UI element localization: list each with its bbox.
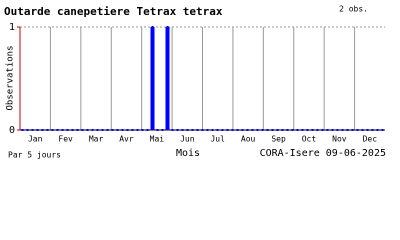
bar-point [291, 129, 294, 131]
bar-point [231, 129, 234, 131]
y-tick-label: 0 [9, 125, 15, 136]
bar-point [216, 129, 219, 131]
x-tick-label: Fev [58, 135, 73, 144]
bar-point [361, 129, 364, 131]
bar-point [316, 129, 319, 131]
bar-point [26, 129, 29, 131]
bar-point [346, 129, 349, 131]
bar-point [111, 129, 114, 131]
chart-title: Outarde canepetiere Tetrax tetrax [4, 5, 223, 18]
bar-point [116, 129, 119, 131]
bar-point [91, 129, 94, 131]
bar-point [276, 129, 279, 131]
bar-point [226, 129, 229, 131]
x-tick-label: Oct [302, 135, 317, 144]
bar [150, 27, 155, 130]
x-tick-label: Jul [210, 135, 225, 144]
bar-point [341, 129, 344, 131]
x-tick-label: Jun [180, 135, 195, 144]
bar-point [141, 129, 144, 131]
bar-point [156, 129, 159, 131]
bar-point [36, 129, 39, 131]
bar-point [221, 129, 224, 131]
bar-point [371, 129, 374, 131]
bar-point [286, 129, 289, 131]
bar-point [71, 129, 74, 131]
bar-point [146, 129, 149, 131]
bar-point [151, 26, 154, 28]
bar-point [266, 129, 269, 131]
bar-point [66, 129, 69, 131]
bar-point [56, 129, 59, 131]
bar-point [251, 129, 254, 131]
bar-point [351, 129, 354, 131]
bar-point [126, 129, 129, 131]
bar-point [186, 129, 189, 131]
bar-point [301, 129, 304, 131]
bar-point [181, 129, 184, 131]
bar-point [31, 129, 34, 131]
source: CORA-Isere 09-06-2025 [260, 148, 386, 159]
bar-point [236, 129, 239, 131]
bar-point [46, 129, 49, 131]
bar-point [271, 129, 274, 131]
bar-point [41, 129, 44, 131]
bar-point [196, 129, 199, 131]
bar-point [356, 129, 359, 131]
x-tick-label: Avr [119, 135, 134, 144]
x-tick-label: Jan [28, 135, 43, 144]
chart: Outarde canepetiere Tetrax tetrax 2 obs.… [4, 4, 386, 160]
bar-point [201, 129, 204, 131]
x-axis-label: Mois [176, 148, 200, 159]
bar-point [21, 129, 24, 131]
bar-point [76, 129, 79, 131]
footnote: Par 5 jours [8, 151, 61, 160]
bar-point [166, 26, 169, 28]
bar-point [81, 129, 84, 131]
bar-point [321, 129, 324, 131]
bar-point [281, 129, 284, 131]
y-axis-label: Observations [6, 45, 16, 110]
bar-point [331, 129, 334, 131]
bar-point [296, 129, 299, 131]
bar-point [86, 129, 89, 131]
bar-point [261, 129, 264, 131]
chart-subtitle: 2 obs. [339, 5, 368, 14]
bar [165, 27, 170, 130]
bar-point [191, 129, 194, 131]
x-tick-label: Sep [271, 135, 286, 144]
bar-point [366, 129, 369, 131]
bar-point [246, 129, 249, 131]
bar-point [381, 129, 384, 131]
bar-point [96, 129, 99, 131]
bar-point [101, 129, 104, 131]
bar-point [306, 129, 309, 131]
bar-point [161, 129, 164, 131]
bar-point [121, 129, 124, 131]
bar-point [336, 129, 339, 131]
x-tick-label: Nov [332, 135, 347, 144]
y-tick-label: 1 [9, 22, 15, 33]
bar-point [136, 129, 139, 131]
bar-point [376, 129, 379, 131]
bar-point [131, 129, 134, 131]
x-tick-label: Mar [89, 135, 104, 144]
bar-point [106, 129, 109, 131]
bar-point [206, 129, 209, 131]
bar-point [61, 129, 64, 131]
x-tick-label: Mai [150, 135, 165, 144]
bar-point [51, 129, 54, 131]
x-tick-label: Dec [363, 135, 378, 144]
bar-point [171, 129, 174, 131]
bar-point [176, 129, 179, 131]
bar-point [311, 129, 314, 131]
bar-point [241, 129, 244, 131]
bar-point [211, 129, 214, 131]
bar-point [256, 129, 259, 131]
x-tick-label: Aou [241, 135, 256, 144]
bar-point [326, 129, 329, 131]
